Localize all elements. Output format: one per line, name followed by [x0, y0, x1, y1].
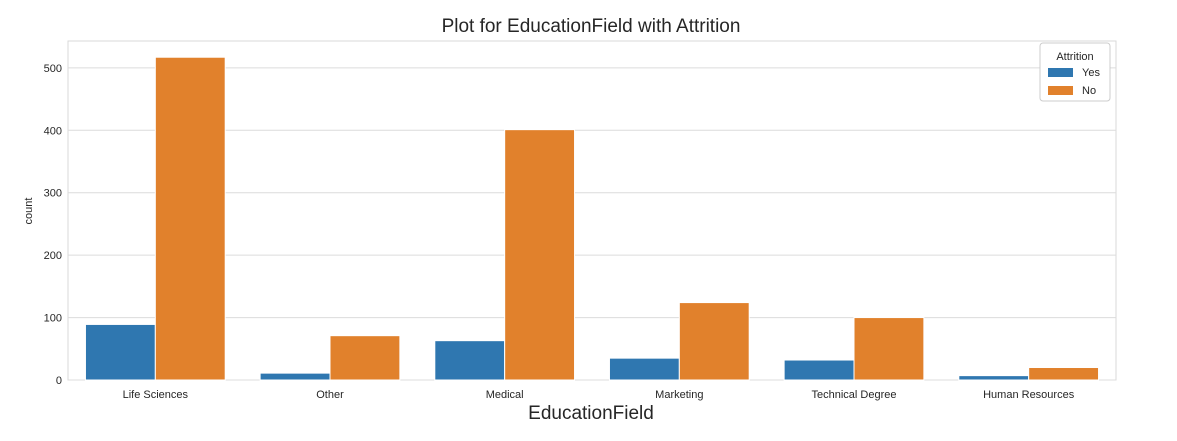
bar	[783, 359, 855, 381]
bar	[259, 372, 331, 381]
grid-lines	[68, 67, 1116, 381]
y-axis: 0 100 200 300 400 500	[44, 63, 62, 387]
x-tick-label: Marketing	[655, 389, 703, 401]
legend-title: Attrition	[1056, 51, 1093, 63]
x-tick-label: Other	[316, 389, 344, 401]
bar	[1028, 367, 1100, 381]
x-axis: Life Sciences Other Medical Marketing Techni…	[123, 389, 1075, 401]
bar	[504, 129, 576, 381]
y-tick-label: 100	[44, 313, 62, 325]
x-tick-label: Human Resources	[983, 389, 1075, 401]
legend-entry: No	[1082, 85, 1096, 97]
bar	[154, 56, 226, 381]
bar	[84, 323, 156, 381]
y-tick-label: 400	[44, 125, 62, 137]
bars	[84, 56, 1100, 381]
x-axis-label: EducationField	[528, 403, 654, 424]
legend-swatch	[1048, 86, 1073, 95]
y-tick-label: 0	[56, 375, 62, 387]
bar	[853, 317, 925, 381]
y-tick-label: 500	[44, 63, 62, 75]
legend-swatch	[1048, 68, 1073, 77]
bar	[434, 340, 506, 381]
bar	[329, 335, 401, 381]
legend-entry: Yes	[1082, 67, 1100, 79]
y-axis-label: count	[23, 198, 35, 225]
bar	[958, 375, 1030, 381]
bar	[678, 302, 750, 381]
x-tick-label: Life Sciences	[123, 389, 189, 401]
y-tick-label: 300	[44, 188, 62, 200]
bar	[608, 357, 680, 381]
plot-area	[67, 40, 1117, 381]
x-tick-label: Technical Degree	[812, 389, 897, 401]
legend: Attrition Yes No	[1039, 42, 1111, 102]
y-tick-label: 200	[44, 250, 62, 262]
chart-title: Plot for EducationField with Attrition	[442, 16, 741, 37]
x-tick-label: Medical	[486, 389, 524, 401]
